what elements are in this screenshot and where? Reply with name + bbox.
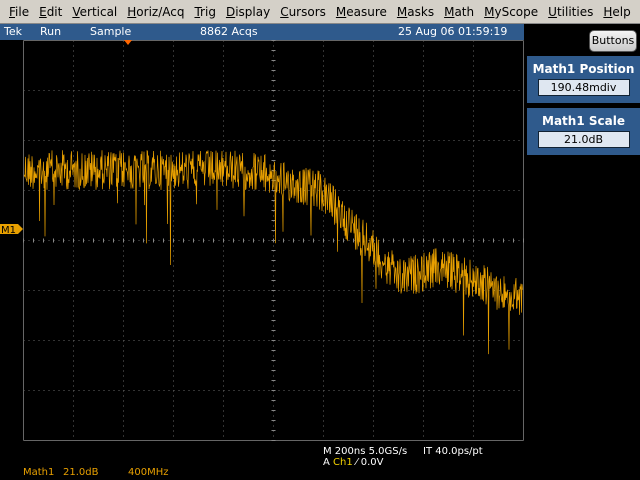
marker-label: M1 bbox=[1, 225, 16, 236]
menu-item[interactable]: Cursors bbox=[280, 4, 326, 19]
datetime: 25 Aug 06 01:59:19 bbox=[398, 25, 508, 38]
control-title: Math1 Position bbox=[532, 62, 635, 76]
trigger-channel: Ch1 bbox=[333, 457, 353, 468]
buttons-button[interactable]: Buttons bbox=[589, 30, 637, 52]
timebase: M 200ns 5.0GS/s bbox=[323, 446, 408, 457]
scale-control[interactable]: Math1 Scale 21.0dB bbox=[527, 108, 640, 155]
graticule: M1 bbox=[0, 40, 524, 441]
menu-item[interactable]: Vertical bbox=[72, 4, 118, 19]
waveform bbox=[23, 150, 523, 355]
footer-channel: Math1 bbox=[23, 467, 55, 478]
menu-item[interactable]: MyScope bbox=[484, 4, 539, 19]
trigger-level: 0.0V bbox=[360, 457, 384, 468]
m1-marker bbox=[0, 224, 23, 234]
trigger-prefix: A bbox=[323, 457, 330, 468]
position-control[interactable]: Math1 Position 190.48mdiv bbox=[527, 56, 640, 103]
record: IT 40.0ps/pt bbox=[423, 446, 483, 457]
menu-item[interactable]: Trig bbox=[194, 4, 216, 19]
menu-item[interactable]: Display bbox=[225, 4, 271, 19]
menu-bar: File Edit Vertical Horiz/Acq Trig Display Curs… bbox=[0, 0, 640, 24]
acq-mode: Sample bbox=[90, 25, 132, 38]
grid bbox=[23, 40, 524, 441]
trigger: A Ch1 ⁄ 0.0V bbox=[323, 457, 384, 468]
brand: Tek bbox=[4, 25, 22, 38]
trigger-marker bbox=[124, 40, 132, 45]
menu-item[interactable]: Edit bbox=[39, 4, 63, 19]
control-value[interactable]: 21.0dB bbox=[537, 131, 630, 148]
control-title: Math1 Scale bbox=[542, 114, 625, 128]
footer-scale: 21.0dB bbox=[63, 467, 99, 478]
run-state: Run bbox=[40, 25, 62, 38]
acq-count: 8862 Acqs bbox=[200, 25, 258, 38]
status-bar: Tek Run Sample 8862 Acqs 25 Aug 06 01:59… bbox=[0, 24, 524, 40]
menu-item[interactable]: Help bbox=[603, 4, 631, 19]
control-value[interactable]: 190.48mdiv bbox=[537, 79, 630, 96]
menu-item[interactable]: File bbox=[9, 4, 30, 19]
footer-bandwidth: 400MHz bbox=[128, 467, 169, 478]
trigger-slope: ⁄ bbox=[355, 457, 358, 468]
menu-item[interactable]: Horiz/Acq bbox=[127, 4, 185, 19]
menu-item[interactable]: Measure bbox=[335, 4, 387, 19]
menu-item[interactable]: Masks bbox=[396, 4, 435, 19]
menu-item[interactable]: Math bbox=[444, 4, 475, 19]
menu-item[interactable]: Utilities bbox=[548, 4, 594, 19]
